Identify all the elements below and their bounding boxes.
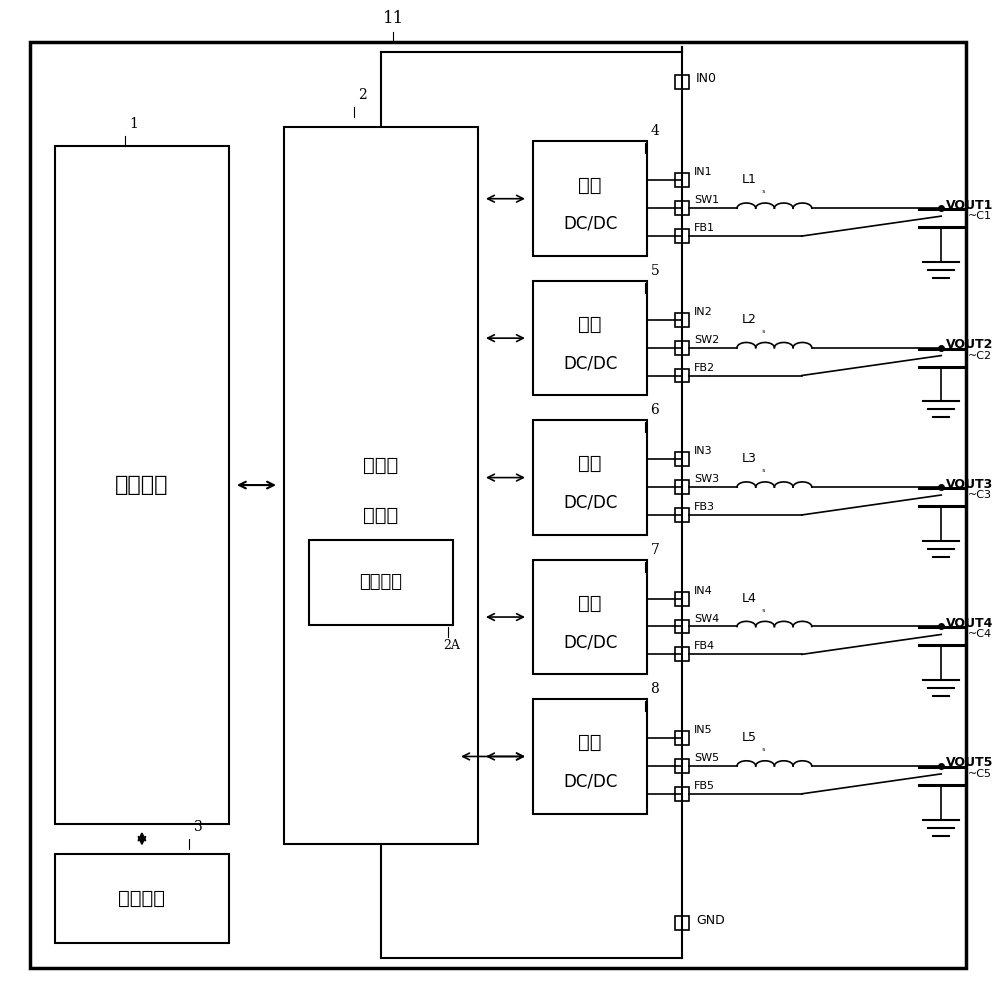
Text: 7: 7	[650, 543, 659, 557]
Text: 2: 2	[359, 88, 368, 102]
Bar	[675, 229, 689, 243]
Text: 第四: 第四	[579, 594, 602, 613]
Text: 6: 6	[650, 403, 659, 417]
Text: DC/DC: DC/DC	[563, 773, 618, 791]
Bar	[284, 126, 478, 844]
Text: ~C4: ~C4	[968, 629, 992, 639]
Text: 第二: 第二	[579, 315, 602, 334]
Text: 8: 8	[650, 682, 659, 696]
Text: SW2: SW2	[694, 335, 719, 345]
Text: ₛ: ₛ	[761, 185, 765, 195]
Text: IN4: IN4	[694, 586, 713, 596]
Bar	[675, 508, 689, 522]
Bar	[533, 281, 647, 395]
Text: DC/DC: DC/DC	[563, 354, 618, 372]
Bar	[675, 480, 689, 494]
Text: VOUT2: VOUT2	[946, 338, 994, 351]
Text: IN0: IN0	[696, 72, 717, 85]
Text: ~C2: ~C2	[968, 351, 992, 361]
Text: 序列器: 序列器	[364, 505, 398, 524]
Bar	[675, 647, 689, 661]
Bar	[675, 592, 689, 606]
Bar	[675, 759, 689, 773]
Text: 3: 3	[194, 820, 203, 834]
Text: ₛ: ₛ	[761, 325, 765, 335]
Bar	[675, 201, 689, 215]
Bar	[675, 341, 689, 355]
Text: 11: 11	[382, 10, 404, 27]
Text: FB4: FB4	[694, 641, 715, 651]
Text: DC/DC: DC/DC	[563, 215, 618, 233]
Text: ₛ: ₛ	[761, 743, 765, 753]
Text: L2: L2	[742, 313, 757, 326]
Text: 测试电路: 测试电路	[119, 889, 165, 908]
Bar	[533, 699, 647, 814]
Text: FB3: FB3	[694, 502, 715, 512]
Text: L4: L4	[742, 592, 757, 605]
Text: DC/DC: DC/DC	[563, 633, 618, 651]
Bar	[675, 75, 689, 89]
Text: 2A: 2A	[443, 639, 460, 652]
Text: 5: 5	[650, 264, 659, 278]
Bar	[55, 146, 229, 824]
Bar	[533, 420, 647, 535]
Text: GND: GND	[696, 914, 725, 927]
Bar	[675, 173, 689, 187]
Text: IN1: IN1	[694, 167, 713, 177]
Bar	[675, 731, 689, 745]
Text: VOUT5: VOUT5	[946, 756, 994, 769]
Text: ~C3: ~C3	[968, 490, 992, 500]
Text: 保持电路: 保持电路	[360, 573, 402, 591]
Bar	[55, 854, 229, 943]
Text: 1: 1	[129, 117, 138, 131]
Text: 第五: 第五	[579, 733, 602, 752]
Text: IN2: IN2	[694, 307, 713, 317]
Text: 第三: 第三	[579, 454, 602, 473]
Text: VOUT1: VOUT1	[946, 199, 994, 212]
Bar	[675, 369, 689, 382]
Text: FB1: FB1	[694, 223, 715, 233]
Text: FB5: FB5	[694, 781, 715, 791]
Text: IN3: IN3	[694, 446, 713, 456]
Bar	[675, 313, 689, 327]
Bar	[675, 916, 689, 930]
Text: L5: L5	[742, 731, 757, 744]
Text: SW3: SW3	[694, 474, 719, 484]
Text: L1: L1	[742, 173, 757, 186]
Bar	[675, 452, 689, 466]
Text: IN5: IN5	[694, 725, 713, 735]
Text: VOUT3: VOUT3	[946, 478, 993, 491]
Text: ~C1: ~C1	[968, 211, 992, 221]
Bar	[309, 540, 453, 624]
Text: 逻辑电路: 逻辑电路	[116, 475, 168, 495]
Text: VOUT4: VOUT4	[946, 617, 994, 630]
Text: 4: 4	[650, 124, 659, 138]
Text: SW5: SW5	[694, 753, 719, 763]
Text: SW4: SW4	[694, 614, 719, 624]
Bar	[675, 787, 689, 801]
Text: FB2: FB2	[694, 363, 715, 373]
Bar	[533, 560, 647, 674]
Text: ~C5: ~C5	[968, 769, 992, 779]
Text: 第一: 第一	[579, 175, 602, 194]
Text: ₛ: ₛ	[761, 604, 765, 614]
Text: SW1: SW1	[694, 195, 719, 205]
Text: DC/DC: DC/DC	[563, 494, 618, 512]
Text: 寄存器: 寄存器	[364, 456, 398, 475]
Text: ₛ: ₛ	[761, 464, 765, 474]
Bar	[675, 620, 689, 633]
Bar	[533, 141, 647, 256]
Text: L3: L3	[742, 452, 757, 465]
